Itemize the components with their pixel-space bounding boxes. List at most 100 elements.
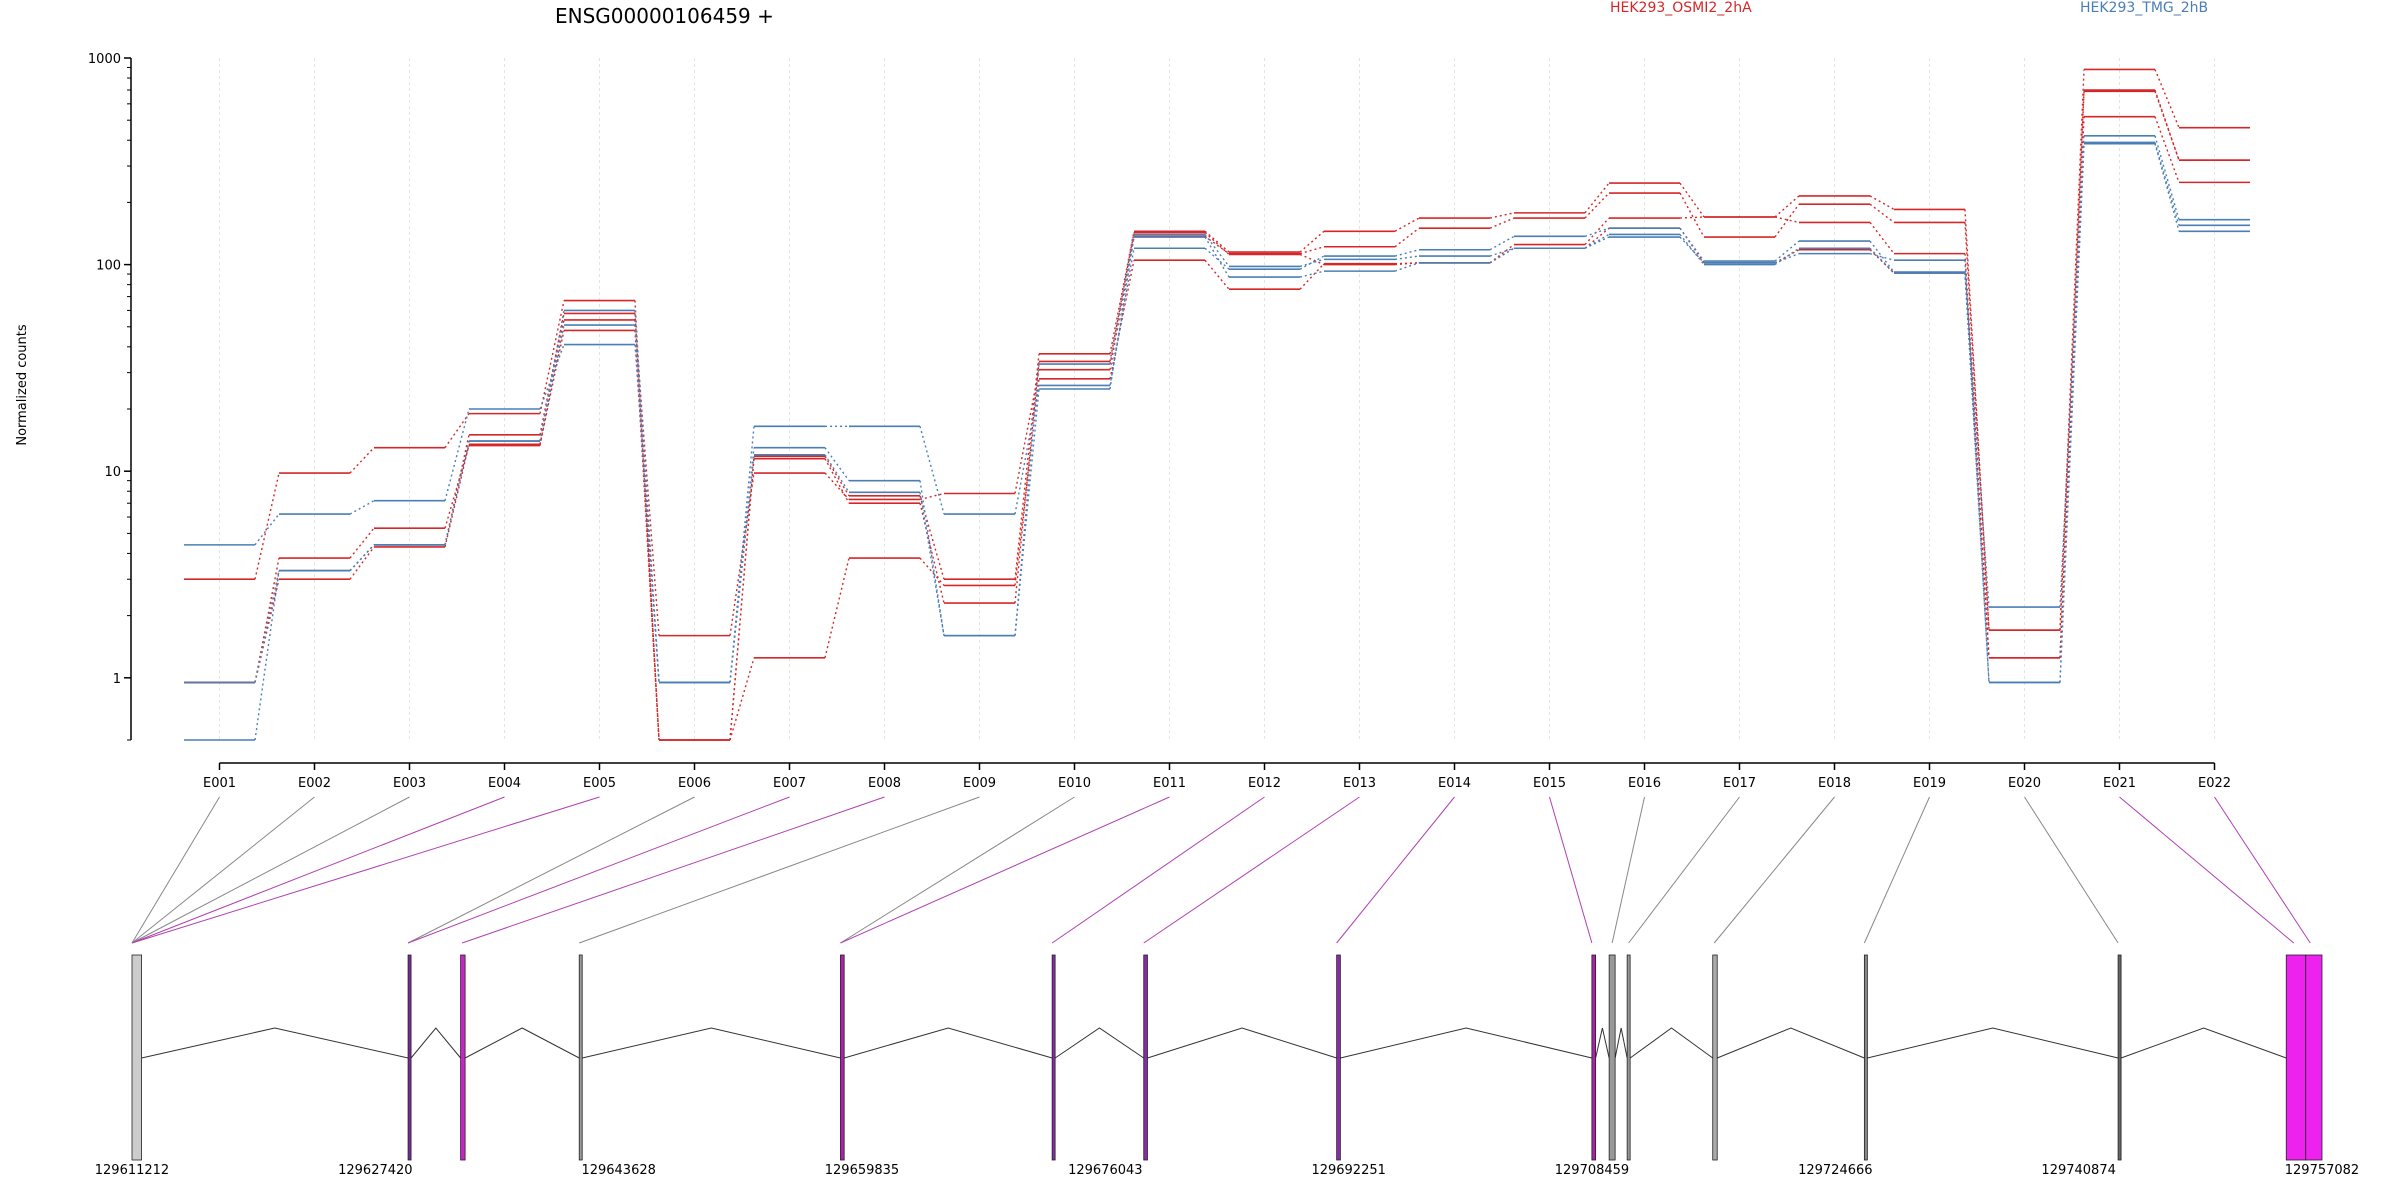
coordinate-label: 129627420 (338, 1163, 412, 1178)
series-connector (919, 492, 945, 636)
series-connector (1394, 255, 1420, 261)
x-tick-label: E017 (1723, 776, 1756, 791)
bin-connector (1713, 796, 1835, 944)
exon-block (2285, 954, 2307, 1161)
series-connector (1774, 203, 1800, 238)
series-connector (1489, 247, 1515, 264)
series-connector (919, 503, 945, 604)
exon-block (131, 954, 142, 1161)
series-connector (254, 557, 280, 683)
x-tick-label: E021 (2103, 776, 2136, 791)
series-line (184, 68, 2250, 741)
series-connector (444, 413, 470, 449)
x-axis: E001 E002 E003 E004 E005 E006 E007 E008 E009 E010… (203, 762, 2231, 791)
intron (1629, 1027, 1714, 1059)
series-connector (254, 472, 280, 580)
series-connector (1109, 236, 1135, 370)
coordinate-label: 129676043 (1068, 1163, 1142, 1178)
series-connector (444, 408, 470, 501)
series-connector (1964, 273, 1990, 683)
series-connector (254, 513, 280, 546)
y-tick-label: 100 (96, 259, 121, 274)
series-connector (1204, 230, 1230, 253)
bin-connector (131, 796, 410, 944)
x-tick-label: E015 (1533, 776, 1566, 791)
bin-connector (1336, 796, 1455, 944)
series-connector (919, 426, 945, 515)
exon-block (1626, 954, 1631, 1161)
coordinate-label: 129740874 (2041, 1163, 2115, 1178)
bin-connector (2214, 796, 2311, 944)
series-connector (1584, 227, 1610, 249)
series-line (184, 89, 2250, 684)
series-lines (184, 68, 2250, 741)
bin-connector (131, 796, 505, 944)
series-connector (1014, 353, 1040, 580)
y-tick-label: 10 (104, 465, 121, 480)
series-connector (1869, 249, 1895, 274)
intron (1595, 1027, 1610, 1059)
series-connector (1109, 248, 1135, 386)
series-connector (1679, 227, 1705, 262)
bin-connector (840, 796, 1170, 944)
series-line (184, 141, 2250, 684)
x-tick-label: E006 (678, 776, 711, 791)
series-connector (1204, 233, 1230, 267)
series-connector (919, 492, 945, 501)
series-connector (1299, 246, 1325, 255)
series-connector (1679, 182, 1705, 218)
series-connector (1774, 252, 1800, 264)
series-connector (1679, 192, 1705, 238)
series-connector (349, 527, 375, 559)
series-connector (729, 454, 755, 683)
series-connector (1584, 227, 1610, 238)
x-tick-label: E001 (203, 776, 236, 791)
series-connector (634, 344, 660, 683)
exon-block (1712, 954, 1718, 1161)
series-connector (349, 447, 375, 474)
series-connector (1584, 182, 1610, 214)
series-connector (1679, 216, 1705, 219)
coordinate-label: 129757082 (2285, 1163, 2359, 1178)
gene-title: ENSG00000106459 + (555, 4, 774, 28)
series-connector (1964, 253, 1990, 658)
series-connector (2154, 143, 2180, 232)
series-connector (1299, 230, 1325, 253)
series-connector (919, 557, 945, 586)
series-connector (1109, 236, 1135, 390)
intron (1340, 1027, 1592, 1059)
intron (844, 1027, 1053, 1059)
series-connector (1109, 232, 1135, 362)
series-connector (2059, 89, 2085, 631)
series-connector (1014, 388, 1040, 636)
bin-connector (131, 796, 600, 944)
series-connector (1109, 231, 1135, 354)
x-tick-label: E005 (583, 776, 616, 791)
series-connector (1964, 272, 1990, 608)
series-connector (349, 546, 375, 580)
x-tick-label: E014 (1438, 776, 1471, 791)
series-connector (539, 319, 565, 446)
series-line (184, 135, 2250, 741)
x-tick-label: E004 (488, 776, 521, 791)
bin-connector (131, 796, 220, 944)
intron (1867, 1027, 2119, 1059)
x-tick-label: E012 (1248, 776, 1281, 791)
series-connector (919, 480, 945, 636)
x-tick-label: E020 (2008, 776, 2041, 791)
series-connector (1869, 203, 1895, 223)
series-connector (1584, 217, 1610, 246)
series-connector (1869, 240, 1895, 273)
bin-connector (1051, 796, 1265, 944)
series-connector (729, 472, 755, 636)
series-connector (1679, 233, 1705, 266)
series-connector (2154, 116, 2180, 183)
series-connector (539, 344, 565, 410)
series-connector (1204, 231, 1230, 255)
series-connector (824, 454, 850, 493)
bin-connector (461, 796, 885, 944)
bin-connector (407, 796, 790, 944)
legend-entry-tmg: HEK293_TMG_2hB (2080, 0, 2208, 16)
series-connector (1964, 209, 1990, 631)
